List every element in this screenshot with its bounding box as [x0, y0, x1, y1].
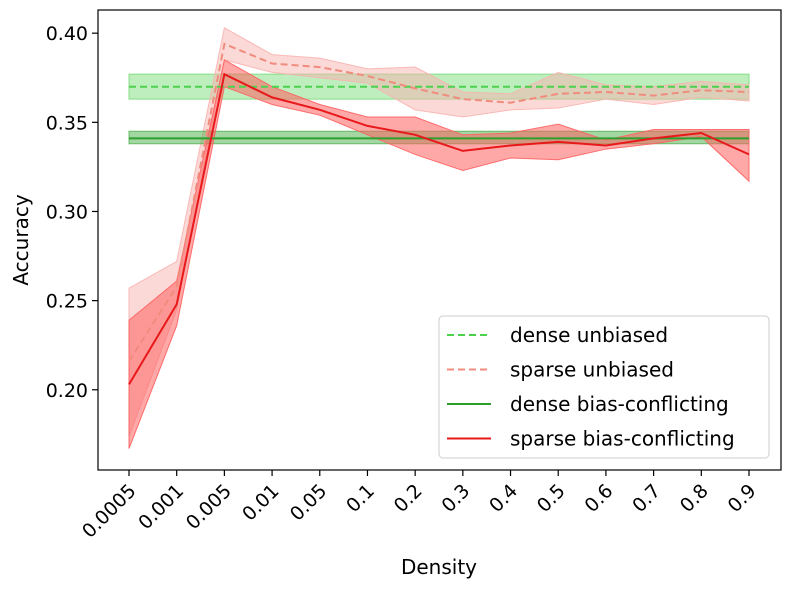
x-tick-label: 0.9	[724, 480, 761, 517]
legend-box	[438, 315, 770, 459]
x-tick-label: 0.005	[182, 480, 236, 534]
legend-label-sparse-unbiased: sparse unbiased	[510, 358, 674, 382]
legend-label-sparse-bias-conflicting: sparse bias-conflicting	[510, 427, 735, 451]
y-axis: 0.20 0.25 0.30 0.35 0.40	[46, 23, 98, 402]
x-axis-label: Density	[401, 555, 477, 579]
x-tick-label: 0.3	[437, 480, 474, 517]
band-sparse-unbiased	[128, 27, 750, 437]
line-sparse-bias-conflicting	[128, 72, 750, 385]
x-tick-label: 0.1	[342, 480, 379, 517]
x-tick-label: 0.01	[238, 480, 283, 525]
y-axis-label: Accuracy	[9, 194, 33, 285]
x-tick-label: 0.4	[485, 480, 522, 517]
y-tick-label: 0.40	[46, 23, 88, 45]
x-tick-label: 0.8	[676, 480, 713, 517]
y-tick-label: 0.20	[46, 380, 88, 402]
plot-area-frame	[97, 9, 782, 471]
x-tick-label: 0.001	[134, 480, 188, 534]
legend-label-dense-bias-conflicting: dense bias-conflicting	[510, 392, 729, 416]
y-tick-label: 0.35	[46, 112, 88, 134]
legend-label-dense-unbiased: dense unbiased	[510, 323, 668, 347]
x-tick-label: 0.6	[581, 480, 618, 517]
series-lines	[128, 42, 750, 385]
x-tick-label: 0.0005	[78, 480, 141, 543]
x-tick-label: 0.2	[390, 480, 427, 517]
x-tick-label: 0.5	[533, 480, 570, 517]
line-sparse-unbiased	[128, 42, 750, 362]
y-tick-label: 0.25	[46, 291, 88, 313]
x-tick-label: 0.05	[286, 480, 331, 525]
y-tick-label: 0.30	[46, 201, 88, 223]
legend: dense unbiased sparse unbiased dense bias-…	[438, 315, 770, 459]
x-tick-label: 0.7	[628, 480, 665, 517]
